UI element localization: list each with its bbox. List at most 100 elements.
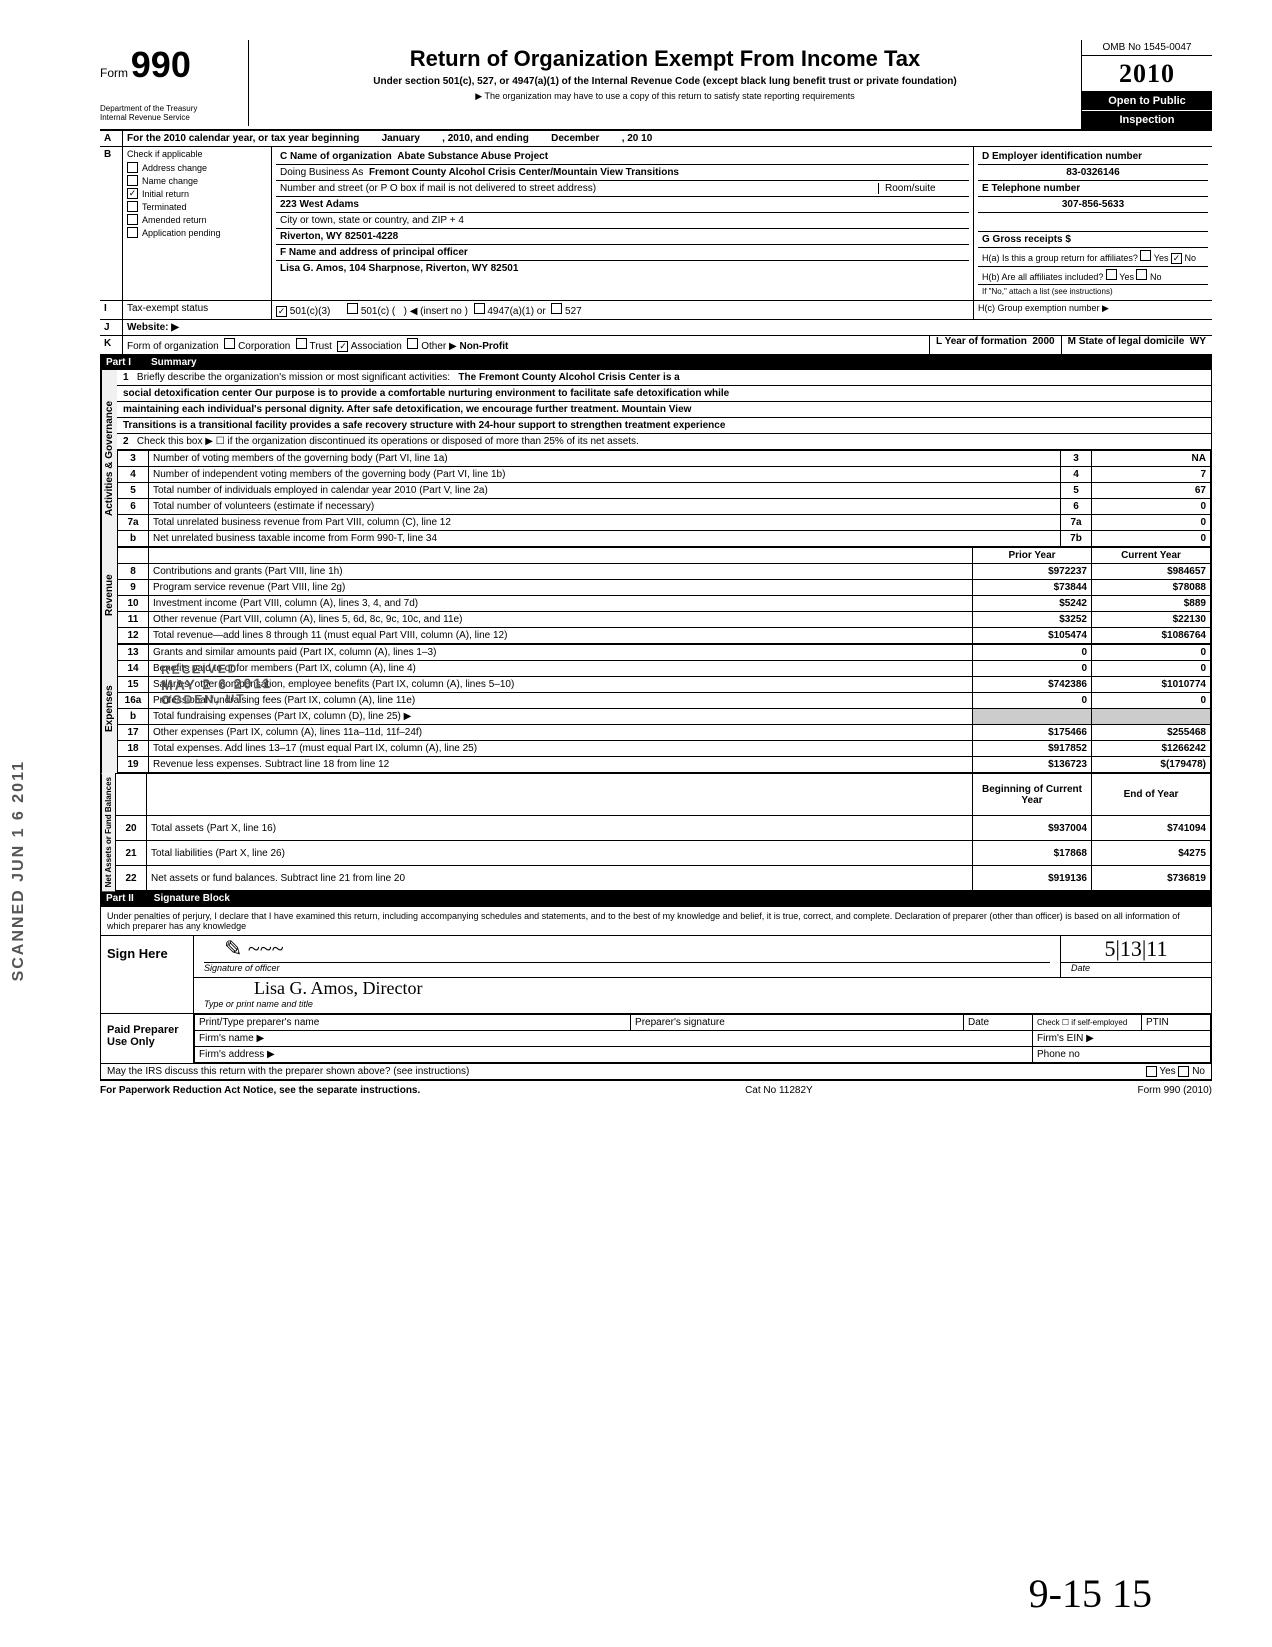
- cb-527[interactable]: [551, 303, 562, 314]
- cb-terminated[interactable]: Terminated: [127, 200, 267, 213]
- org-info-block: C Name of organization Abate Substance A…: [272, 147, 973, 300]
- rev-9-prior: $73844: [973, 580, 1092, 596]
- netassets-table: Beginning of Current YearEnd of Year 20T…: [115, 773, 1211, 891]
- exp-16a-num: 16a: [118, 693, 149, 709]
- exp-row-16a: 16aProfessional fundraising fees (Part I…: [118, 693, 1211, 709]
- exp-17-desc: Other expenses (Part IX, column (A), lin…: [149, 725, 973, 741]
- pp-check-label: Check ☐ if self-employed: [1033, 1015, 1142, 1031]
- gov-3-key: 3: [1061, 451, 1092, 467]
- part2-title: Signature Block: [154, 893, 230, 904]
- sign-here-label: Sign Here: [101, 936, 194, 1013]
- cb-address-change-label: Address change: [142, 163, 207, 173]
- ein-label: D Employer identification number: [982, 151, 1142, 162]
- org-name: Abate Substance Abuse Project: [397, 151, 548, 162]
- cb-app-pending[interactable]: Application pending: [127, 226, 267, 239]
- ha-yes[interactable]: [1140, 250, 1151, 261]
- footer-right: Form 990 (2010): [1138, 1085, 1212, 1096]
- cb-501c[interactable]: [347, 303, 358, 314]
- cb-initial-return-label: Initial return: [142, 189, 189, 199]
- net-20-num: 20: [116, 816, 147, 841]
- sign-date: 5|13|11: [1061, 936, 1211, 962]
- exp-row-14: 14Benefits paid to or for members (Part …: [118, 661, 1211, 677]
- hb-no[interactable]: [1136, 269, 1147, 280]
- line-a: A For the 2010 calendar year, or tax yea…: [100, 131, 1212, 147]
- col-begin: Beginning of Current Year: [973, 774, 1092, 816]
- exp-row-19: 19Revenue less expenses. Subtract line 1…: [118, 757, 1211, 773]
- header-grid: B Check if applicable Address change Nam…: [100, 147, 1212, 301]
- exp-18-num: 18: [118, 741, 149, 757]
- exp-18-desc: Total expenses. Add lines 13–17 (must eq…: [149, 741, 973, 757]
- typed-name: Lisa G. Amos, Director: [254, 978, 1211, 999]
- cb-assoc[interactable]: ✓: [337, 341, 348, 352]
- pp-sig-label: Preparer's signature: [631, 1015, 964, 1031]
- dept-treasury: Department of the Treasury: [100, 104, 240, 113]
- discuss-label: May the IRS discuss this return with the…: [107, 1066, 1146, 1077]
- exp-19-curr: $(179478): [1092, 757, 1211, 773]
- hb-yes-label: Yes: [1119, 272, 1134, 282]
- net-21-prior: $17868: [973, 841, 1092, 866]
- form-subtitle: Under section 501(c), 527, or 4947(a)(1)…: [259, 76, 1071, 87]
- addr-label: Number and street (or P O box if mail is…: [280, 183, 878, 194]
- gov-5-key: 5: [1061, 483, 1092, 499]
- exp-19-desc: Revenue less expenses. Subtract line 18 …: [149, 757, 973, 773]
- rev-12-desc: Total revenue—add lines 8 through 11 (mu…: [149, 628, 973, 644]
- net-21-desc: Total liabilities (Part X, line 26): [147, 841, 973, 866]
- opt-assoc: Association: [351, 341, 402, 352]
- revenue-section: Revenue Prior YearCurrent Year 8Contribu…: [100, 547, 1212, 644]
- exp-15-prior: $742386: [973, 677, 1092, 693]
- ptin-label: PTIN: [1142, 1015, 1211, 1031]
- exp-15-num: 15: [118, 677, 149, 693]
- gov-6-desc: Total number of volunteers (estimate if …: [149, 499, 1061, 515]
- insert-no: ) ◀ (insert no ): [404, 306, 468, 317]
- gov-7b-desc: Net unrelated business taxable income fr…: [149, 531, 1061, 547]
- ha-no[interactable]: ✓: [1171, 253, 1182, 264]
- yof-value: 2000: [1032, 336, 1054, 347]
- label-b: B: [100, 147, 123, 300]
- discuss-yes[interactable]: [1146, 1066, 1157, 1077]
- rev-11-curr: $22130: [1092, 612, 1211, 628]
- exp-18-prior: $917852: [973, 741, 1092, 757]
- net-row-22: 22Net assets or fund balances. Subtract …: [116, 866, 1211, 891]
- discuss-yes-label: Yes: [1159, 1066, 1175, 1077]
- ha-yes-label: Yes: [1154, 253, 1169, 263]
- cb-initial-return[interactable]: ✓Initial return: [127, 187, 267, 200]
- mission-2: maintaining each individual's personal d…: [117, 402, 1211, 418]
- cb-501c3[interactable]: ✓: [276, 306, 287, 317]
- cb-amended[interactable]: Amended return: [127, 213, 267, 226]
- sig-officer-label: Signature of officer: [194, 963, 1060, 977]
- cb-trust[interactable]: [296, 338, 307, 349]
- label-i: I: [100, 301, 123, 319]
- firm-phone-label: Phone no: [1033, 1047, 1211, 1063]
- net-21-curr: $4275: [1092, 841, 1211, 866]
- gross-receipts-label: G Gross receipts $: [982, 234, 1071, 245]
- officer-signature: ✎ ~~~: [224, 936, 1060, 962]
- gov-5-desc: Total number of individuals employed in …: [149, 483, 1061, 499]
- cb-corp[interactable]: [224, 338, 235, 349]
- opt-corp: Corporation: [238, 341, 290, 352]
- rev-12-prior: $105474: [973, 628, 1092, 644]
- cb-4947[interactable]: [474, 303, 485, 314]
- 501c3-label: 501(c)(3): [290, 306, 331, 317]
- rev-9-num: 9: [118, 580, 149, 596]
- declaration-text: Under penalties of perjury, I declare th…: [101, 907, 1211, 935]
- omb-number: OMB No 1545-0047: [1082, 40, 1212, 56]
- line-i: I Tax-exempt status ✓ 501(c)(3) 501(c) (…: [100, 301, 1212, 320]
- exp-19-prior: $136723: [973, 757, 1092, 773]
- hb-yes[interactable]: [1106, 269, 1117, 280]
- net-20-prior: $937004: [973, 816, 1092, 841]
- exp-row-15: 15Salaries, other compensation, employee…: [118, 677, 1211, 693]
- opt-other: Other ▶: [421, 341, 456, 352]
- cb-other[interactable]: [407, 338, 418, 349]
- handwritten-note: 9-15 15: [1029, 1570, 1152, 1617]
- col-current: Current Year: [1092, 548, 1211, 564]
- date-label: Date: [1061, 963, 1211, 977]
- ha-label: H(a) Is this a group return for affiliat…: [982, 253, 1138, 263]
- net-22-curr: $736819: [1092, 866, 1211, 891]
- cb-name-change[interactable]: Name change: [127, 174, 267, 187]
- room-label: Room/suite: [878, 183, 965, 194]
- exp-16b-prior: [973, 709, 1092, 725]
- cb-address-change[interactable]: Address change: [127, 161, 267, 174]
- yof-label: L Year of formation: [936, 336, 1027, 347]
- discuss-no[interactable]: [1178, 1066, 1189, 1077]
- expenses-table: 13Grants and similar amounts paid (Part …: [117, 644, 1211, 773]
